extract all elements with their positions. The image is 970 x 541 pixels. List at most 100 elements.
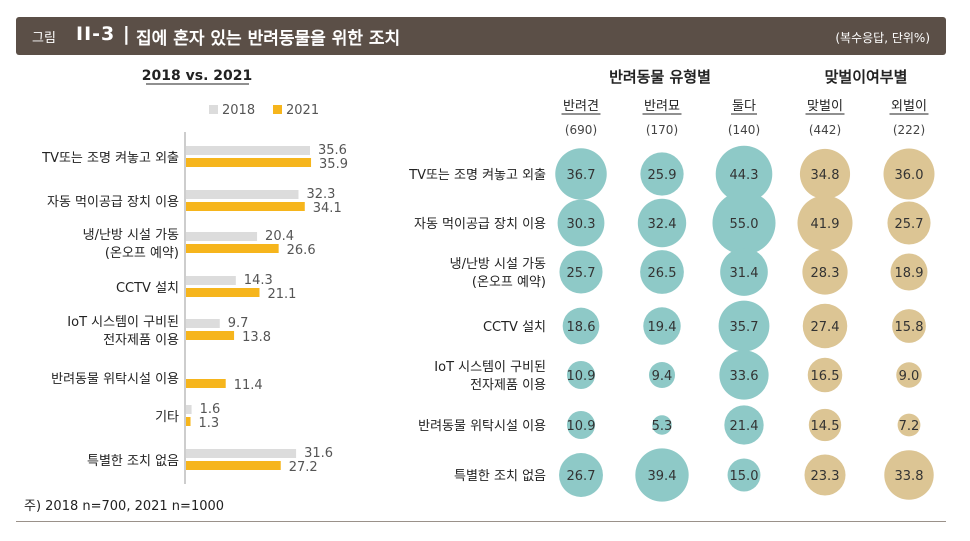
bubble-value: 55.0 xyxy=(730,217,759,232)
bar-2018 xyxy=(186,232,258,241)
bar-category-label: 특별한 조치 없음 xyxy=(87,454,179,469)
bottom-divider xyxy=(16,521,946,522)
bar-category-label: TV또는 조명 켜놓고 외출 xyxy=(41,151,179,166)
bar-2021 xyxy=(186,417,191,426)
bubble-value: 35.7 xyxy=(730,320,759,335)
bar-value-2021: 1.3 xyxy=(199,416,220,431)
bubble-column-n: (170) xyxy=(646,123,678,137)
bubble-row-label: (온오프 예약) xyxy=(472,275,546,290)
bar-category-label: 전자제품 이용 xyxy=(103,333,179,348)
bubble-value: 21.4 xyxy=(730,419,759,434)
bubble-value: 36.7 xyxy=(567,168,596,183)
bubble-row-label: TV또는 조명 켜놓고 외출 xyxy=(408,168,546,183)
bubble xyxy=(557,199,605,247)
figure-number: II-3 | xyxy=(76,23,131,45)
bubble-value: 36.0 xyxy=(895,168,924,183)
bubble xyxy=(802,249,848,295)
bar-value-2018: 35.6 xyxy=(318,143,347,158)
bubble xyxy=(718,300,770,352)
bubble-value: 27.4 xyxy=(811,320,840,335)
bubble-column-name: 둘다 xyxy=(732,99,756,114)
bubble-value: 18.6 xyxy=(567,320,596,335)
bubble xyxy=(727,458,761,492)
bubble-row-label: 냉/난방 시설 가동 xyxy=(450,257,546,272)
bubble xyxy=(648,361,676,389)
bubble-value: 26.5 xyxy=(648,266,677,281)
bubble-value: 16.5 xyxy=(811,369,840,384)
bubble-column-n: (140) xyxy=(728,123,760,137)
bubble xyxy=(884,450,934,500)
bubble xyxy=(562,307,600,345)
bubble-value: 10.9 xyxy=(567,369,596,384)
footnote: 주) 2018 n=700, 2021 n=1000 xyxy=(24,499,224,514)
bubble xyxy=(797,195,853,251)
bubble-value: 32.4 xyxy=(648,217,677,232)
bubble xyxy=(887,201,931,245)
bubble xyxy=(566,410,596,440)
bubble xyxy=(712,191,776,255)
bubble xyxy=(559,250,603,294)
bar-2018 xyxy=(186,405,192,414)
bar-value-2018: 9.7 xyxy=(228,316,249,331)
bubble-column-name: 반려견 xyxy=(563,99,599,114)
bubble xyxy=(807,357,843,393)
bubble xyxy=(897,413,921,437)
bar-2018 xyxy=(186,449,297,458)
bubble-row-label: 자동 먹이공급 장치 이용 xyxy=(414,217,546,232)
bar-2021 xyxy=(186,461,281,470)
bubble-value: 33.8 xyxy=(895,469,924,484)
bubble-column-n: (690) xyxy=(565,123,597,137)
bar-2021 xyxy=(186,379,226,388)
bubble-value: 26.7 xyxy=(567,469,596,484)
bar-2021 xyxy=(186,288,260,297)
bar-2018 xyxy=(186,319,220,328)
bubble-value: 15.0 xyxy=(730,469,759,484)
bubble xyxy=(724,405,764,445)
figure-label: 그림 xyxy=(32,31,56,46)
bar-2021 xyxy=(186,331,235,340)
bubble xyxy=(892,309,926,343)
bar-category-label: 반려동물 위탁시설 이용 xyxy=(51,372,179,387)
bubble-group-title: 맞벌이여부별 xyxy=(825,68,908,86)
bar-value-2021: 35.9 xyxy=(319,157,348,172)
bubble-column-n: (442) xyxy=(809,123,841,137)
bubble xyxy=(640,250,684,294)
bubble xyxy=(719,350,769,400)
bubble-value: 44.3 xyxy=(730,168,759,183)
bar-category-label: (온오프 예약) xyxy=(105,246,179,261)
bubble-value: 15.8 xyxy=(895,320,924,335)
bar-value-2018: 20.4 xyxy=(265,229,294,244)
bar-value-2021: 11.4 xyxy=(234,378,263,393)
bubble-row-label: CCTV 설치 xyxy=(483,320,546,335)
bubble xyxy=(566,360,596,390)
bubble-row-label: 특별한 조치 없음 xyxy=(454,469,546,484)
bubble-value: 23.3 xyxy=(811,469,840,484)
legend-swatch-2018 xyxy=(209,105,218,114)
bubble-value: 9.4 xyxy=(652,369,673,384)
bar-value-2021: 21.1 xyxy=(267,287,296,302)
bubble-column-name: 반려묘 xyxy=(644,99,680,114)
bubble-value: 28.3 xyxy=(811,266,840,281)
bar-2021 xyxy=(186,244,279,253)
bubble-column-name: 외벌이 xyxy=(891,99,927,114)
bubble-row-label: IoT 시스템이 구비된 xyxy=(434,360,546,375)
bar-2021 xyxy=(186,202,305,211)
bar-2018 xyxy=(186,276,236,285)
bar-value-2021: 34.1 xyxy=(313,201,342,216)
bar-2021 xyxy=(186,158,312,167)
bubble xyxy=(652,415,672,435)
bar-value-2018: 14.3 xyxy=(244,273,273,288)
unit-note: (복수응답, 단위%) xyxy=(835,31,930,45)
bubble-value: 41.9 xyxy=(811,217,840,232)
bar-2018 xyxy=(186,190,299,199)
bubble-value: 25.9 xyxy=(648,168,677,183)
bar-category-label: CCTV 설치 xyxy=(116,281,179,296)
bar-value-2021: 26.6 xyxy=(287,243,316,258)
bubble-value: 33.6 xyxy=(730,369,759,384)
bubble-value: 25.7 xyxy=(895,217,924,232)
bubble xyxy=(640,152,684,196)
bubble-value: 10.9 xyxy=(567,419,596,434)
bubble-value: 7.2 xyxy=(899,419,920,434)
bar-category-label: 냉/난방 시설 가동 xyxy=(83,228,179,243)
bar-category-label: IoT 시스템이 구비된 xyxy=(67,315,179,330)
